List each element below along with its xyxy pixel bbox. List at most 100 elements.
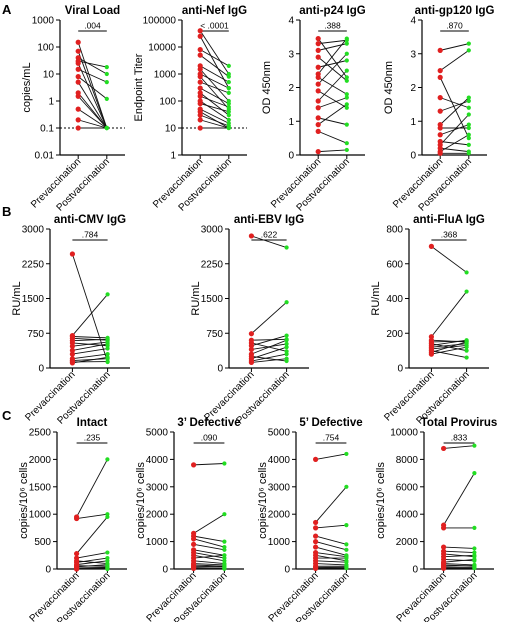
y-tick-label: 4000 (396, 510, 419, 521)
prevaccination-point (313, 525, 319, 531)
x-tick-label: Postvaccination (172, 570, 229, 622)
y-tick-label: 1000 (268, 537, 291, 548)
pair-line (431, 339, 467, 346)
pair-line (199, 100, 230, 121)
prevaccination-point (315, 64, 321, 70)
pair-line (315, 486, 347, 523)
pair-line (251, 339, 287, 355)
prevaccination-point (74, 566, 80, 572)
x-tick-label: Postvaccination (294, 570, 351, 622)
pair-line (200, 81, 229, 94)
panel-label-c: C (2, 408, 12, 423)
prevaccination-point (441, 445, 447, 452)
x-tick-label: Postvaccination (422, 570, 479, 622)
y-tick-label: 1000 (146, 537, 169, 548)
postvaccination-point (284, 333, 289, 338)
prevaccination-point (197, 79, 203, 85)
postvaccination-point (344, 547, 349, 552)
postvaccination-point (226, 117, 231, 122)
postvaccination-point (222, 512, 227, 517)
y-tick-label: 10 (165, 124, 177, 135)
postvaccination-point (105, 566, 110, 572)
prevaccination-point (315, 41, 321, 47)
pair-line (318, 39, 347, 45)
pair-line (315, 535, 347, 545)
postvaccination-point (222, 553, 227, 558)
prevaccination-point (75, 66, 81, 72)
y-axis-label: Endpoint Titer (133, 53, 145, 121)
y-axis-label: OD 450nm (261, 61, 273, 114)
pair-line (72, 343, 108, 351)
y-tick-label: 1 (288, 117, 294, 128)
pair-line (439, 114, 470, 146)
pair-line (78, 119, 107, 129)
pair-line (440, 97, 469, 109)
prevaccination-point (437, 125, 443, 131)
postvaccination-point (466, 48, 471, 53)
pair-line (317, 104, 348, 125)
p-value: .235 (84, 433, 101, 443)
panel-label-b: B (2, 204, 11, 219)
pair-line (251, 358, 287, 363)
chart-title: 3’ Defective (177, 417, 240, 429)
y-axis-label: copies/mL (21, 62, 33, 112)
pair-line (251, 353, 287, 362)
prevaccination-point (75, 106, 81, 112)
postvaccination-point (466, 105, 471, 110)
pair-line (431, 350, 467, 359)
x-tick-label: Postvaccination (55, 156, 112, 213)
chart-11: 0200040006000800010000PrevaccinationPost… (375, 417, 497, 622)
prevaccination-point (315, 54, 321, 60)
postvaccination-point (472, 566, 477, 571)
pair-line (72, 338, 108, 342)
prevaccination-point (75, 48, 81, 54)
prevaccination-point (197, 28, 203, 34)
x-tick-label: Prevaccination (391, 156, 445, 210)
pair-line (443, 558, 475, 563)
pair-line (318, 130, 347, 144)
postvaccination-point (344, 523, 349, 528)
postvaccination-point (344, 92, 349, 97)
pair-line (251, 301, 287, 335)
p-value: .833 (451, 433, 468, 443)
postvaccination-point (104, 71, 109, 77)
y-tick-label: 6000 (396, 482, 419, 493)
y-axis-label: RU/mL (370, 281, 382, 315)
pair-line (199, 65, 230, 83)
postvaccination-point (226, 90, 231, 95)
pair-line (193, 554, 225, 562)
pair-line (76, 560, 108, 566)
pair-line (77, 51, 108, 129)
y-tick-label: 600 (386, 259, 403, 270)
pair-line (193, 463, 225, 466)
y-tick-label: 0 (397, 364, 403, 375)
chart-title: anti-Nef IgG (182, 5, 247, 17)
prevaccination-point (197, 66, 203, 72)
pair-line (318, 60, 347, 68)
postvaccination-point (344, 75, 349, 80)
postvaccination-point (104, 80, 109, 85)
prevaccination-point (74, 551, 80, 557)
pair-line (431, 291, 467, 338)
pair-line (72, 341, 108, 347)
x-tick-label: Prevaccination (151, 156, 205, 210)
pair-line (315, 560, 347, 563)
postvaccination-point (104, 125, 109, 131)
y-tick-label: 2000 (146, 510, 169, 521)
postvaccination-point (464, 348, 469, 353)
prevaccination-point (315, 115, 321, 121)
prevaccination-point (313, 544, 319, 550)
postvaccination-point (284, 341, 289, 347)
y-tick-label: 0 (38, 364, 44, 375)
y-tick-label: 2250 (201, 259, 224, 270)
postvaccination-point (226, 104, 231, 110)
y-axis-label: copies/10⁶ cells (18, 462, 30, 539)
postvaccination-point (344, 555, 349, 561)
chart-title: anti-CMV IgG (54, 214, 126, 226)
chart-title: Total Provirus (421, 417, 497, 429)
y-tick-label: 800 (386, 225, 403, 236)
pair-line (443, 472, 475, 526)
pair-line (439, 50, 470, 71)
postvaccination-point (472, 553, 477, 558)
postvaccination-point (105, 292, 110, 297)
